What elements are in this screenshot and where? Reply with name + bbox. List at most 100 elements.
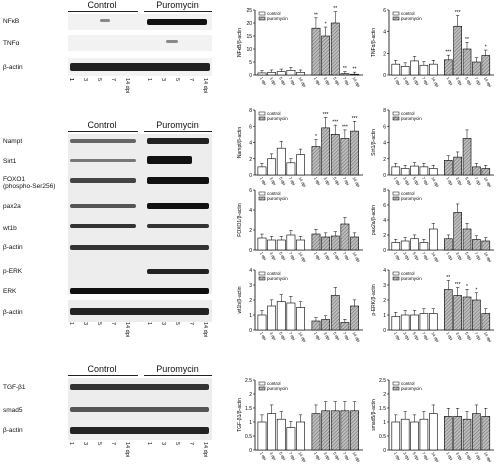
bar bbox=[286, 162, 296, 176]
legend-label: control bbox=[401, 271, 415, 276]
group-label-puromycin: Puromycin bbox=[156, 364, 199, 374]
y-tick-label: 0 bbox=[383, 328, 386, 334]
blot-band bbox=[70, 63, 210, 71]
y-tick-label: 0 bbox=[383, 73, 386, 79]
bar bbox=[391, 421, 401, 451]
x-tick-label: 3 dpi bbox=[323, 251, 332, 261]
bar bbox=[472, 299, 481, 331]
lane-label: 3 bbox=[82, 442, 88, 446]
x-tick-label: 14 dpi bbox=[430, 251, 440, 263]
y-axis-label: p-ERK/β-actin bbox=[371, 284, 377, 315]
x-tick-label: 1 dpi bbox=[259, 176, 268, 186]
x-tick-label: 5 dpi bbox=[464, 331, 473, 341]
bar bbox=[481, 313, 491, 331]
lane-label: 14 dpi bbox=[124, 78, 130, 93]
legend-swatch-puromycin bbox=[392, 16, 400, 21]
x-tick-label: 5 dpi bbox=[278, 451, 287, 461]
bar bbox=[453, 416, 462, 451]
group-label-control: Control bbox=[87, 120, 117, 130]
bar bbox=[350, 236, 359, 251]
blot-band bbox=[70, 204, 136, 208]
bar bbox=[286, 70, 296, 76]
y-axis-label: NFκB/β-actin bbox=[237, 28, 243, 57]
bar bbox=[429, 228, 438, 251]
bar bbox=[444, 416, 453, 451]
x-tick-label: 14 dpi bbox=[483, 451, 493, 463]
bar bbox=[419, 313, 429, 331]
bar bbox=[472, 239, 481, 251]
western-blot-panel-2: Control Puromycin Nampt Sirt1 FOXO1 (pho… bbox=[0, 120, 215, 340]
bar bbox=[350, 130, 359, 176]
group-line-puromycin bbox=[144, 131, 212, 132]
y-axis-label: wt1b/β-actin bbox=[237, 286, 243, 313]
bar bbox=[410, 421, 419, 451]
legend-swatch-puromycin bbox=[392, 276, 400, 281]
x-tick-label: 5 dpi bbox=[278, 76, 287, 86]
y-tick-label: 2.5 bbox=[379, 378, 386, 384]
lane-label: 5 bbox=[174, 322, 180, 326]
y-tick-label: 3 bbox=[383, 283, 386, 289]
x-tick-label: 5 dpi bbox=[412, 331, 421, 341]
x-tick-label: 3 dpi bbox=[323, 331, 332, 341]
bar bbox=[481, 55, 491, 76]
bar bbox=[267, 239, 277, 251]
significance-mark: * bbox=[315, 134, 317, 140]
blot-band bbox=[70, 384, 209, 390]
y-tick-label: 0.5 bbox=[245, 434, 252, 440]
y-tick-label: 3 bbox=[249, 283, 252, 289]
legend-label: control bbox=[401, 381, 415, 386]
blot-band bbox=[70, 178, 136, 183]
x-tick-label: 1 dpi bbox=[313, 451, 322, 461]
blot-band bbox=[70, 159, 136, 162]
lane-label: 1 bbox=[68, 322, 74, 326]
blot-label: β-actin bbox=[3, 309, 23, 316]
bar bbox=[391, 242, 401, 251]
blot-label: FOXO1 (phospho-Ser256) bbox=[3, 176, 56, 190]
x-tick-label: 14 dpi bbox=[430, 451, 440, 463]
x-tick-label: 5 dpi bbox=[464, 251, 473, 261]
x-tick-label: 1 dpi bbox=[445, 251, 454, 261]
x-tick-label: 5 dpi bbox=[412, 251, 421, 261]
lane-label: 5 bbox=[96, 78, 102, 82]
bar bbox=[419, 166, 429, 176]
blot-label: Sirt1 bbox=[3, 158, 17, 165]
x-tick-label: 5 dpi bbox=[412, 451, 421, 461]
y-axis-label: pax2a/β-actin bbox=[371, 205, 377, 235]
lane-label: 5 bbox=[174, 78, 180, 82]
y-tick-label: 8 bbox=[383, 108, 386, 114]
bar bbox=[286, 234, 296, 251]
x-tick-label: 3 dpi bbox=[323, 176, 332, 186]
significance-mark: ** bbox=[353, 67, 357, 73]
bar bbox=[286, 427, 296, 451]
x-tick-label: 14 dpi bbox=[430, 331, 440, 343]
x-tick-label: 7 dpi bbox=[342, 331, 351, 341]
x-tick-label: 3 dpi bbox=[269, 451, 278, 461]
bar bbox=[296, 154, 305, 176]
lane-label: 1 bbox=[146, 442, 152, 446]
bar bbox=[481, 240, 491, 251]
y-tick-label: 4 bbox=[249, 208, 252, 214]
x-tick-label: 3 dpi bbox=[269, 176, 278, 186]
y-tick-label: 2 bbox=[249, 298, 252, 304]
significance-mark: *** bbox=[445, 50, 451, 56]
blot-strip bbox=[68, 14, 212, 30]
x-tick-label: 1 dpi bbox=[445, 176, 454, 186]
x-tick-label: 3 dpi bbox=[455, 331, 464, 341]
bar bbox=[267, 305, 277, 331]
bar bbox=[462, 296, 472, 331]
lane-label: 5 bbox=[174, 442, 180, 446]
blot-band bbox=[147, 224, 209, 228]
bar bbox=[286, 302, 296, 331]
x-tick-label: 7 dpi bbox=[288, 176, 297, 186]
blot-band bbox=[147, 203, 209, 209]
bar bbox=[276, 239, 286, 251]
x-tick-label: 5 dpi bbox=[278, 251, 287, 261]
significance-mark: *** bbox=[332, 120, 338, 126]
bar bbox=[296, 72, 305, 76]
bar bbox=[481, 416, 491, 451]
significance-mark: ** bbox=[333, 6, 337, 12]
y-tick-label: 1 bbox=[383, 420, 386, 426]
bar bbox=[311, 320, 321, 331]
x-tick-label: 1 dpi bbox=[313, 331, 322, 341]
x-tick-label: 1 dpi bbox=[259, 76, 268, 86]
